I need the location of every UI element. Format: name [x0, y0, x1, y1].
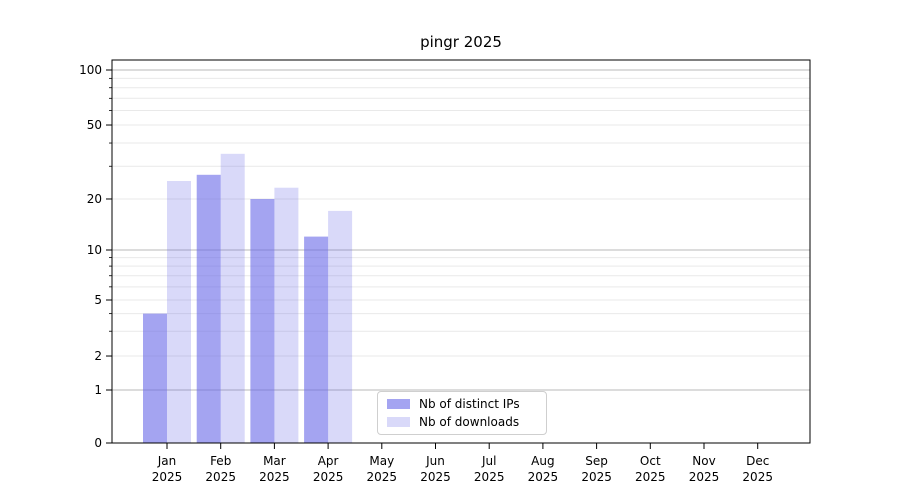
legend-label-downloads: Nb of downloads [419, 415, 520, 429]
svg-text:May: May [369, 454, 394, 468]
svg-text:Feb: Feb [210, 454, 231, 468]
legend-label-distinct-ips: Nb of distinct IPs [419, 397, 520, 411]
legend-item-downloads: Nb of downloads [387, 415, 537, 429]
svg-text:2025: 2025 [528, 470, 559, 484]
svg-text:Jan: Jan [157, 454, 177, 468]
svg-text:5: 5 [94, 293, 102, 307]
legend-swatch-distinct-ips-icon [387, 399, 410, 409]
svg-text:Apr: Apr [318, 454, 339, 468]
svg-text:20: 20 [87, 192, 102, 206]
svg-text:2025: 2025 [689, 470, 720, 484]
svg-text:2025: 2025 [581, 470, 612, 484]
legend-item-distinct-ips: Nb of distinct IPs [387, 397, 537, 411]
svg-text:Jun: Jun [425, 454, 445, 468]
svg-text:0: 0 [94, 436, 102, 450]
svg-text:1: 1 [94, 383, 102, 397]
svg-text:2025: 2025 [635, 470, 666, 484]
svg-text:Nov: Nov [692, 454, 715, 468]
chart-title: pingr 2025 [420, 33, 502, 51]
svg-text:Dec: Dec [746, 454, 769, 468]
svg-text:Mar: Mar [263, 454, 286, 468]
legend-swatch-downloads-icon [387, 417, 410, 427]
svg-text:2025: 2025 [367, 470, 398, 484]
svg-text:2025: 2025 [474, 470, 505, 484]
svg-text:2025: 2025 [742, 470, 773, 484]
svg-text:50: 50 [87, 118, 102, 132]
svg-text:2025: 2025 [420, 470, 451, 484]
legend: Nb of distinct IPs Nb of downloads [377, 391, 547, 435]
svg-text:2025: 2025 [152, 470, 183, 484]
svg-text:2: 2 [94, 349, 102, 363]
svg-text:2025: 2025 [313, 470, 344, 484]
svg-text:2025: 2025 [259, 470, 290, 484]
svg-text:2025: 2025 [205, 470, 236, 484]
svg-text:10: 10 [87, 243, 102, 257]
svg-text:100: 100 [79, 63, 102, 77]
svg-text:Jul: Jul [481, 454, 496, 468]
svg-text:Oct: Oct [640, 454, 661, 468]
svg-text:Sep: Sep [585, 454, 608, 468]
svg-text:Aug: Aug [531, 454, 554, 468]
